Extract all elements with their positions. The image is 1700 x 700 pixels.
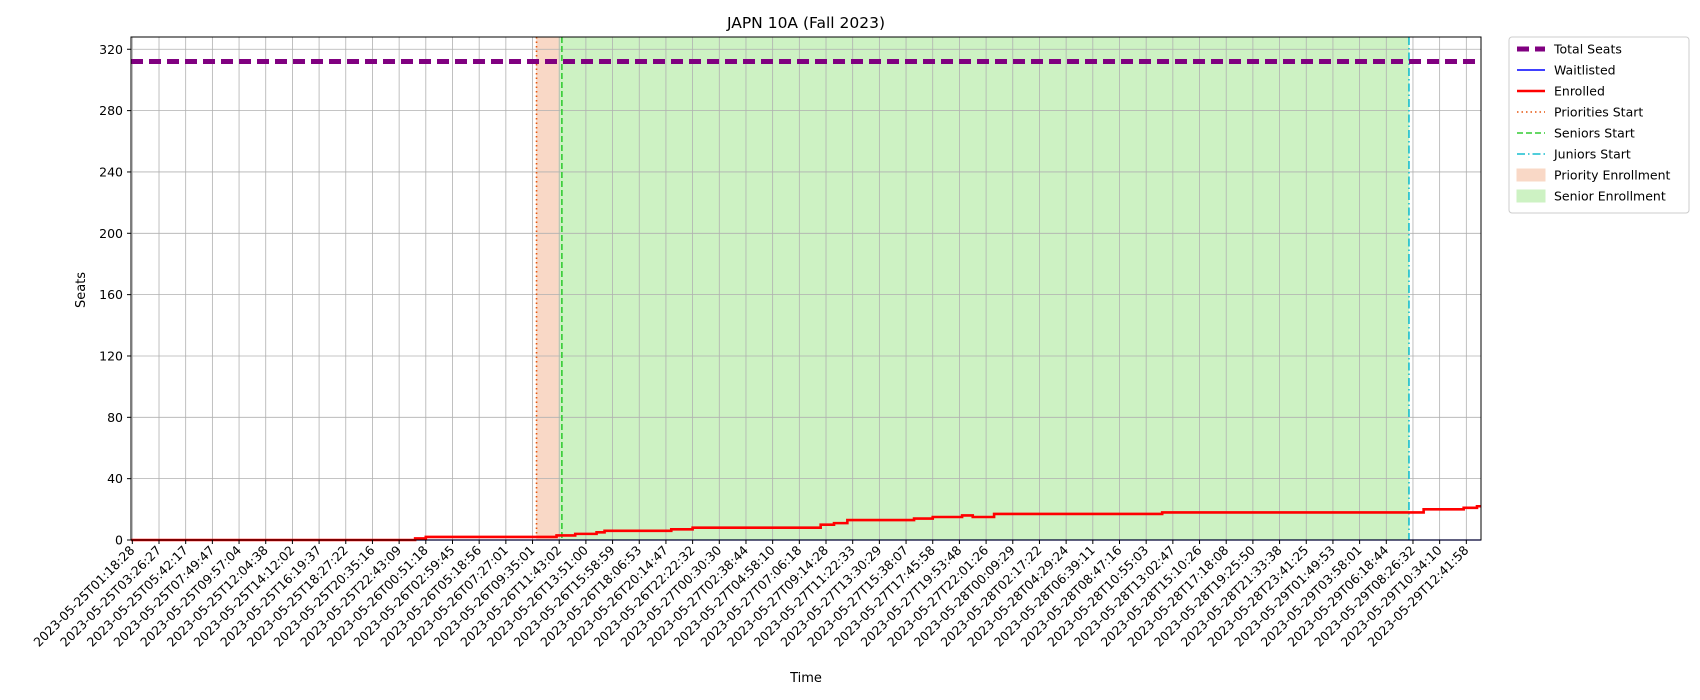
y-tick-label-5: 200 xyxy=(99,226,123,241)
legend-box xyxy=(1508,36,1690,214)
plot-frame xyxy=(130,36,1482,541)
x-axis-ticks: 2023-05-25T01:18:282023-05-25T03:26:2720… xyxy=(30,540,1471,650)
chart-title: JAPN 10A (Fall 2023) xyxy=(726,14,885,32)
y-axis-ticks: 0 40 80 120 160 200 240 280 320 xyxy=(99,42,131,548)
y-tick-label-2: 80 xyxy=(107,410,123,425)
phase-markers xyxy=(535,37,1410,540)
y-tick-label-0: 0 xyxy=(115,533,123,548)
legend-label-3: Priorities Start xyxy=(1554,105,1643,120)
y-tick-label-7: 280 xyxy=(99,103,123,118)
span-1 xyxy=(558,36,1410,541)
chart-legend: Total Seats Waitlisted Enrolled Priorities … xyxy=(1508,36,1690,214)
y-axis-label: Seats xyxy=(74,272,89,308)
legend-swatch-6 xyxy=(1516,168,1546,182)
legend-label-5: Juniors Start xyxy=(1553,147,1631,162)
legend-label-6: Priority Enrollment xyxy=(1554,168,1671,183)
legend-swatch-7 xyxy=(1516,189,1546,203)
y-tick-label-1: 40 xyxy=(107,471,123,486)
series-2 xyxy=(131,504,1481,542)
legend-label-2: Enrolled xyxy=(1554,84,1605,99)
legend-label-4: Seniors Start xyxy=(1554,126,1635,141)
enrollment-spans xyxy=(536,36,1410,541)
y-tick-label-8: 320 xyxy=(99,42,123,57)
y-tick-label-3: 120 xyxy=(99,348,123,363)
legend-label-7: Senior Enrollment xyxy=(1554,189,1666,204)
x-axis-label: Time xyxy=(789,671,822,686)
legend-label-1: Waitlisted xyxy=(1554,63,1616,78)
plot-border xyxy=(130,36,1482,541)
y-tick-label-4: 160 xyxy=(99,287,123,302)
legend-label-0: Total Seats xyxy=(1553,42,1622,57)
grid-lines xyxy=(131,37,1481,541)
span-0 xyxy=(536,36,560,541)
y-tick-label-6: 240 xyxy=(99,164,123,179)
